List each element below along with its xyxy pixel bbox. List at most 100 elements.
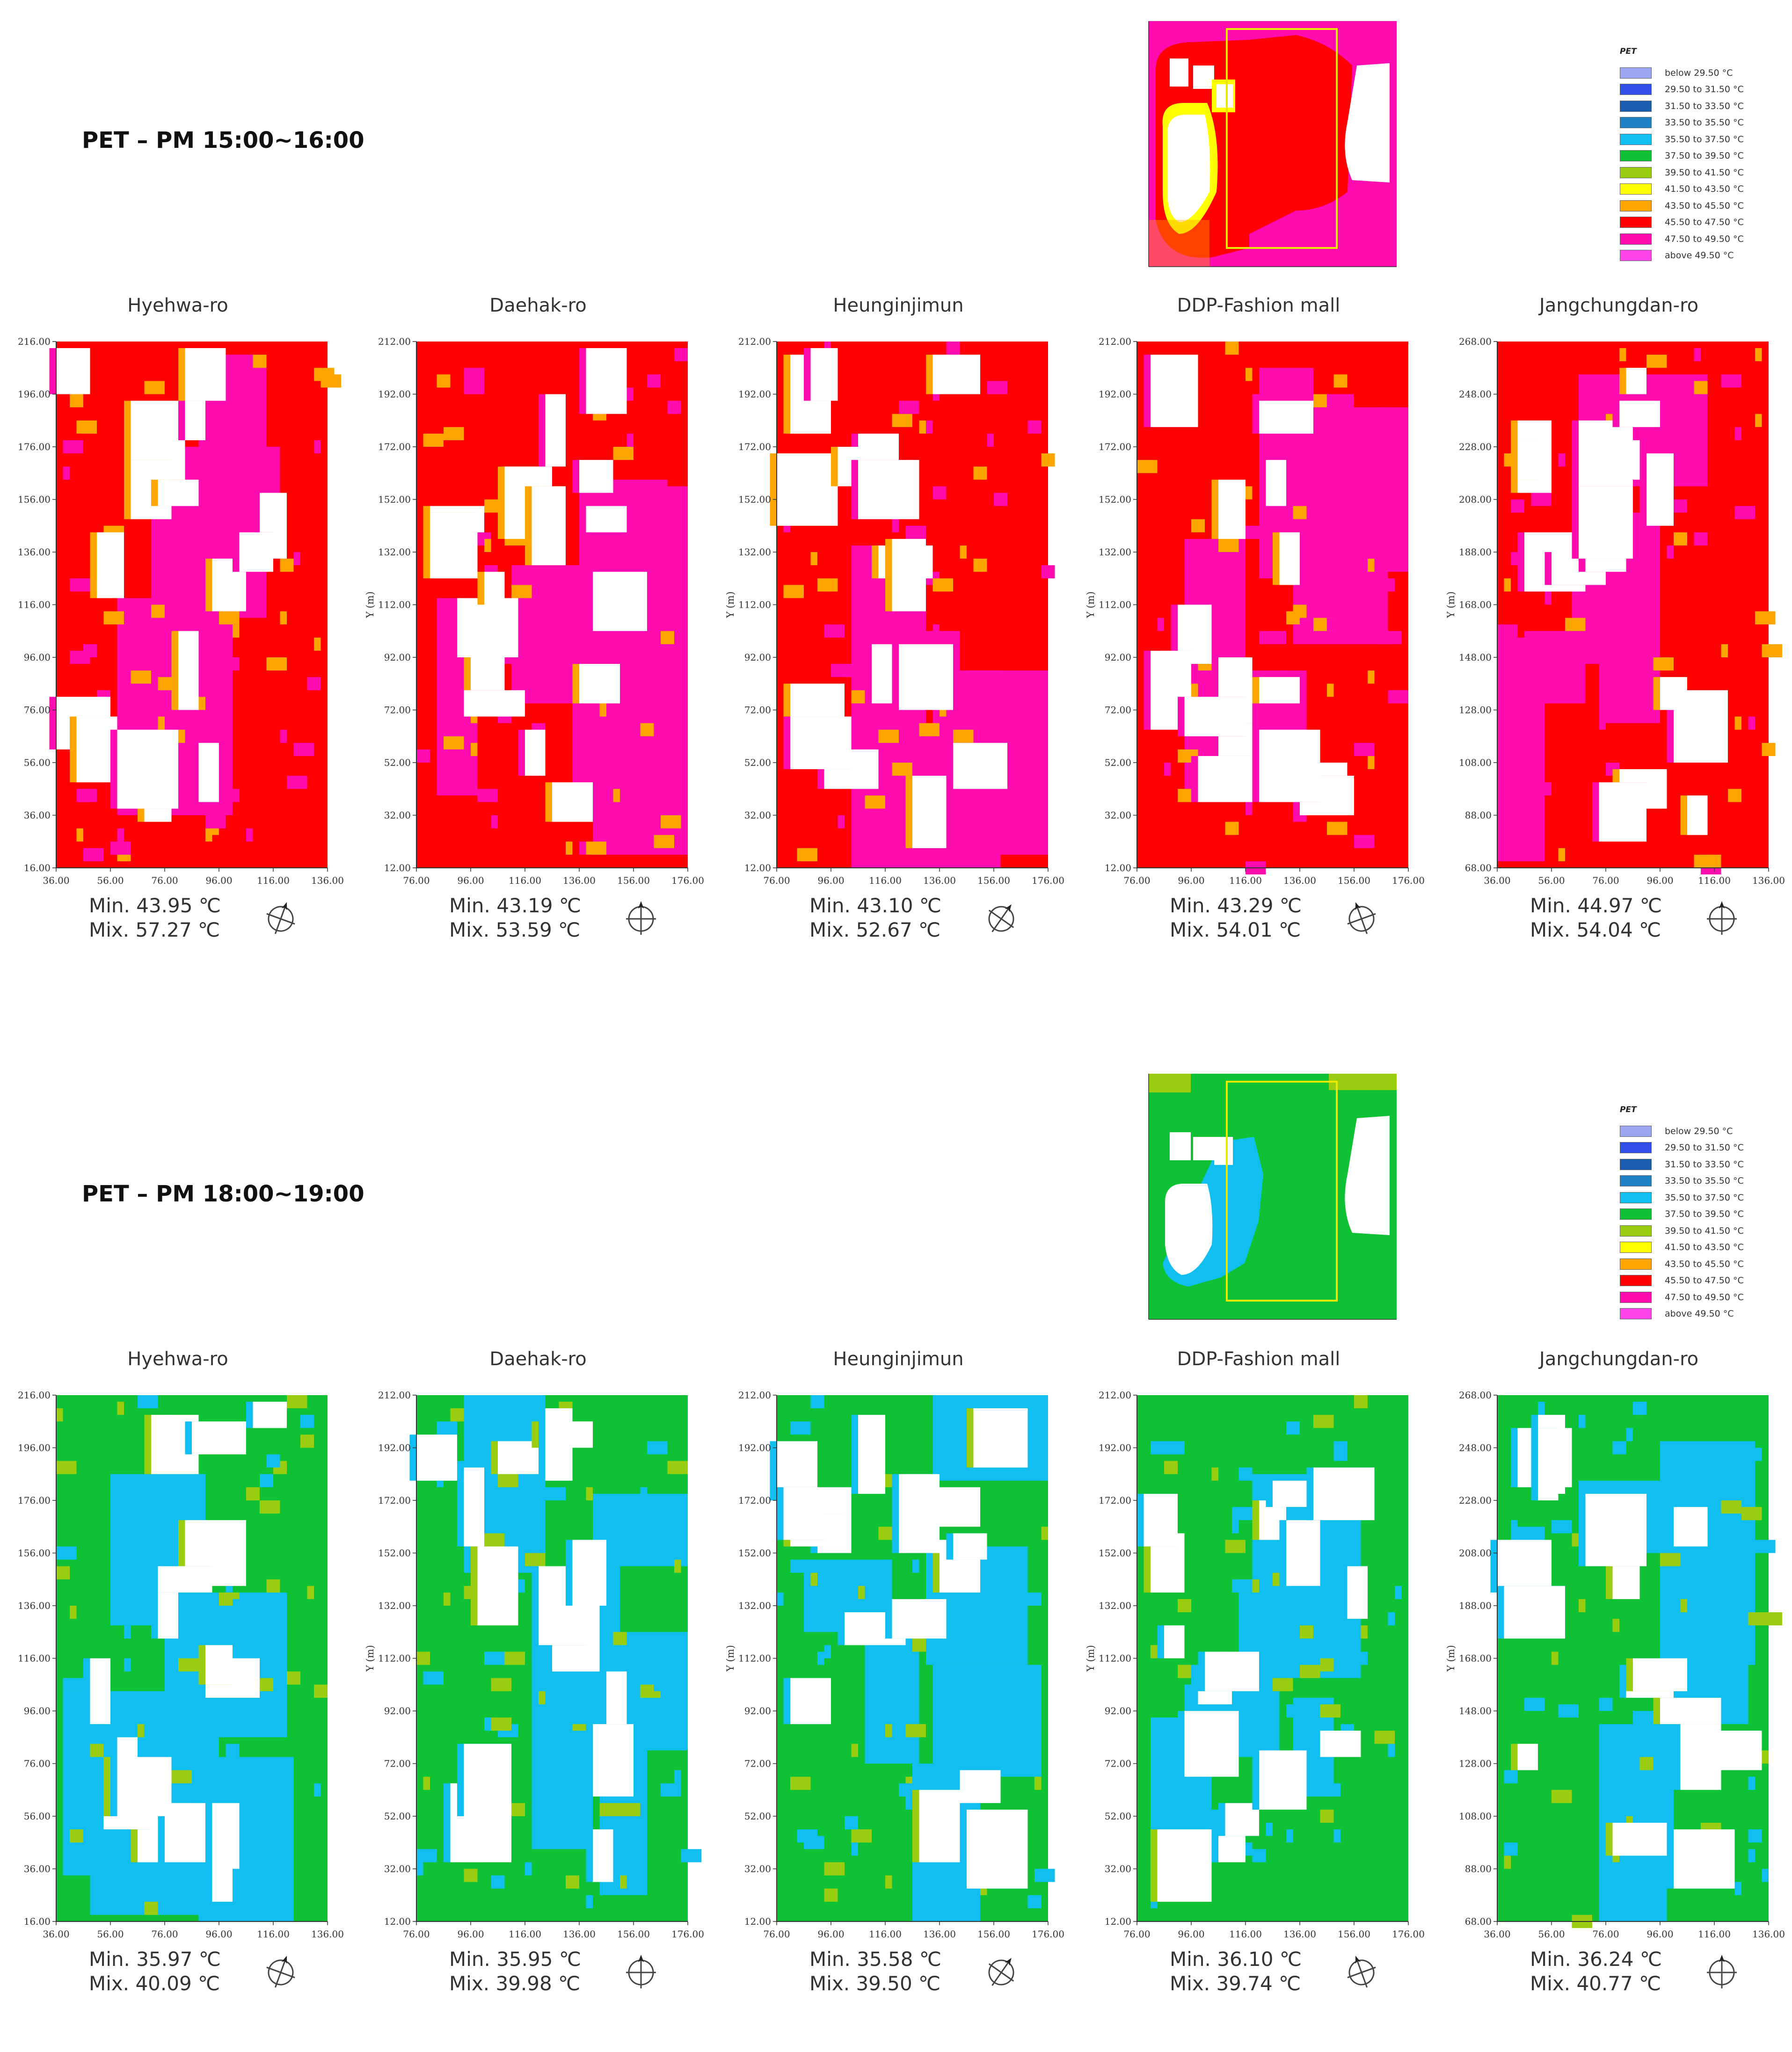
building-footprint <box>416 1434 457 1481</box>
heatmap-cell <box>1164 1461 1178 1474</box>
heatmap-cell <box>117 828 124 842</box>
heatmap-cell <box>1755 348 1762 362</box>
heatmap-cell <box>661 1717 674 1731</box>
legend-label: 39.50 to 41.50 °C <box>1665 1225 1744 1236</box>
pet-stats: Min. 43.19 ℃ Mix. 53.59 ℃ <box>449 894 581 942</box>
x-tick-label: 56.00 <box>1538 1928 1565 1940</box>
heatmap-cell <box>1741 1507 1762 1521</box>
legend-swatch <box>1620 1291 1652 1303</box>
x-tick-label: 116.00 <box>257 1928 290 1940</box>
heatmap-cell <box>131 670 151 684</box>
legend-swatch <box>1620 100 1652 112</box>
legend-item: 33.50 to 35.50 °C <box>1620 1173 1770 1190</box>
y-tick-label: 152.00 <box>1099 494 1131 505</box>
building-footprint <box>545 1408 573 1481</box>
legend-swatch <box>1620 183 1652 195</box>
heatmap-cell <box>613 532 620 546</box>
building-footprint <box>1517 1744 1538 1770</box>
heatmap-cell <box>1565 618 1572 631</box>
y-axis-label: Y (m) <box>364 591 376 619</box>
y-tick-label: 72.00 <box>1105 705 1131 716</box>
y-axis-label: Y (m) <box>1445 1645 1457 1672</box>
heatmap-cell <box>858 1586 865 1599</box>
y-tick-label: 268.00 <box>1459 336 1492 347</box>
heatmap-cell <box>314 637 321 651</box>
max-value: Mix. 54.01 ℃ <box>1170 918 1301 941</box>
pet-heatmap: 12.00 32.00 52.00 72.00 92.00 112.00 132.00 152… <box>364 1390 704 1940</box>
y-tick-label: 52.00 <box>1105 757 1131 768</box>
heatmap-cell <box>973 466 987 480</box>
heatmap-cell <box>56 1566 70 1579</box>
y-tick-label: 72.00 <box>744 705 771 716</box>
heatmap-cell <box>293 742 314 756</box>
y-tick-label: 196.00 <box>18 1442 51 1454</box>
heatmap-cell <box>613 447 634 460</box>
y-tick-label: 88.00 <box>1465 1863 1492 1875</box>
legend-2: PET below 29.50 °C 29.50 to 31.50 °C 31.50… <box>1620 1105 1770 1322</box>
heatmap-cell <box>851 1744 858 1757</box>
heatmap-cell <box>613 1632 627 1645</box>
heatmap-cell <box>599 703 606 717</box>
heatmap-cell <box>620 1875 627 1889</box>
y-tick-label: 36.00 <box>24 810 51 821</box>
y-tick-label: 136.00 <box>18 546 51 558</box>
heatmap-cell <box>518 1579 525 1593</box>
heatmap-cell <box>1027 420 1042 434</box>
heatmap-cell <box>1164 763 1171 776</box>
heatmap-cell <box>124 1711 138 1725</box>
heatmap-cell <box>899 400 919 414</box>
heatmap-cell <box>1381 578 1395 592</box>
max-value: Mix. 39.74 ℃ <box>1170 1972 1301 1995</box>
building-footprint <box>593 572 647 631</box>
building-footprint <box>1164 1625 1185 1659</box>
heatmap-cell <box>1633 1402 1646 1415</box>
heatmap-cell <box>804 1836 824 1849</box>
building-footprint <box>1599 782 1646 842</box>
heatmap-cell <box>1259 1546 1266 1560</box>
y-tick-label: 16.00 <box>24 862 51 873</box>
legend-item: 47.50 to 49.50 °C <box>1620 231 1770 247</box>
heatmap-cell <box>790 1559 811 1573</box>
heatmap-cell <box>1762 1869 1769 1882</box>
heatmap-cell <box>1504 1842 1518 1856</box>
heatmap-cell <box>491 1875 505 1889</box>
heatmap-cell <box>1572 618 1586 631</box>
heatmap-cell <box>300 1434 314 1448</box>
x-tick-label: 116.00 <box>1229 1928 1262 1940</box>
heatmap-cell <box>1273 631 1286 644</box>
y-tick-label: 76.00 <box>24 1758 51 1769</box>
x-tick-label: 36.00 <box>43 1928 69 1940</box>
max-value: Mix. 52.67 ℃ <box>809 918 941 941</box>
legend-swatch <box>1620 1208 1652 1220</box>
y-tick-label: 176.00 <box>18 441 51 452</box>
y-tick-label: 112.00 <box>378 599 411 611</box>
building-footprint <box>1619 400 1660 427</box>
building-footprint <box>967 1809 1028 1889</box>
heatmap-cell <box>824 624 845 638</box>
x-tick-label: 36.00 <box>1484 875 1510 886</box>
heatmap-cell <box>1225 1540 1246 1553</box>
heatmap-cell <box>464 381 484 394</box>
building-footprint <box>205 1645 233 1685</box>
heatmap-cell <box>885 1474 892 1487</box>
x-tick-label: 116.00 <box>869 1928 902 1940</box>
x-tick-label: 176.00 <box>1032 875 1064 886</box>
heatmap-cell <box>1320 1704 1340 1718</box>
building-footprint <box>198 742 219 802</box>
y-tick-label: 148.00 <box>1459 652 1492 663</box>
heatmap-cell <box>1544 591 1552 605</box>
x-tick-label: 156.00 <box>977 1928 1010 1940</box>
building-footprint <box>1660 677 1687 710</box>
heatmap-cell <box>1279 381 1300 394</box>
heatmap-cell <box>178 1658 199 1672</box>
y-tick-label: 172.00 <box>378 1495 411 1506</box>
y-tick-label: 132.00 <box>378 546 411 558</box>
heatmap-cell <box>1728 789 1741 802</box>
legend-swatch <box>1620 200 1652 211</box>
pet-heatmap: 12.00 32.00 52.00 72.00 92.00 112.00 132.00 152… <box>725 1390 1064 1940</box>
heatmap-cell <box>1748 1776 1755 1790</box>
panel-1-hyehwa: Hyehwa-ro 16.00 36.00 56.00 76.00 96.00 116.0… <box>0 295 356 941</box>
y-tick-label: 96.00 <box>24 652 51 663</box>
heatmap-cell <box>1395 1586 1402 1599</box>
heatmap-cell <box>1599 1697 1613 1711</box>
